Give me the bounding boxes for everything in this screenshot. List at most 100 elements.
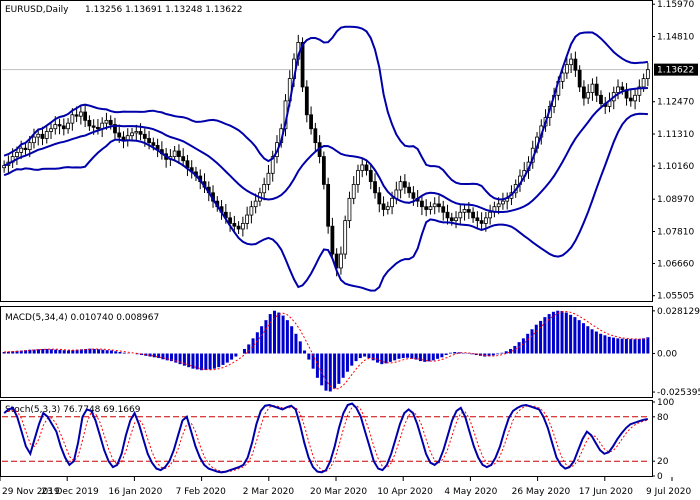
candle-body (113, 124, 117, 134)
price-tick-label: 1.14810 (657, 33, 694, 43)
candle-body (245, 214, 250, 224)
candle-body (49, 128, 53, 132)
candle-body (364, 164, 369, 171)
candle-body (360, 164, 365, 171)
candle-body (458, 211, 463, 219)
price-tick-label: 1.05505 (657, 292, 694, 302)
x-tick-label: 17 Jun 2020 (579, 487, 633, 497)
candle-body (381, 203, 386, 210)
price-tick-label: 1.07810 (657, 227, 694, 237)
candle-body (599, 94, 603, 105)
candle-body (501, 200, 505, 205)
x-tick-label: 26 May 2020 (512, 487, 571, 497)
candle-body (441, 206, 446, 213)
candle-body (343, 220, 348, 255)
candle-body (300, 41, 305, 88)
candle-body (645, 69, 650, 79)
candle-body (181, 156, 186, 162)
x-tick-label: 23 Dec 2019 (41, 487, 99, 497)
candle-body (411, 192, 416, 199)
price-ohlc: 1.13256 1.13691 1.13248 1.13622 (85, 5, 242, 15)
x-tick-label: 10 Apr 2020 (377, 487, 433, 497)
candle-body (356, 170, 360, 185)
candle-body (428, 206, 433, 210)
candle-body (641, 78, 646, 88)
candle-body (560, 72, 565, 82)
candle-body (309, 114, 313, 130)
candle-body (70, 114, 75, 124)
candle-body (347, 197, 352, 222)
candle-body (351, 184, 356, 199)
upper-band (3, 25, 649, 201)
candle-body (23, 147, 28, 151)
candle-body (125, 135, 130, 141)
candle-body (232, 223, 237, 227)
candle-body (466, 209, 471, 213)
candle-body (304, 86, 309, 116)
candle-body (253, 200, 258, 208)
candle-body (471, 211, 475, 219)
candle-body (373, 181, 377, 194)
candle-body (479, 220, 484, 224)
candle-body (74, 114, 79, 117)
price-tick-label: 1.10160 (657, 162, 694, 172)
stoch-k-line (3, 402, 648, 474)
price-tick-label: 1.12470 (657, 98, 694, 108)
candle-body (36, 133, 41, 138)
candle-body (240, 223, 245, 230)
candle-body (594, 83, 599, 96)
candle-body (138, 131, 143, 135)
candle-body (66, 122, 70, 130)
stoch-tick-label: 0 (657, 472, 663, 482)
candle-body (53, 124, 58, 130)
candle-body (462, 209, 467, 213)
candle-body (117, 132, 122, 138)
candle-body (432, 203, 437, 208)
candle-body (385, 206, 390, 210)
candle-body (121, 136, 126, 141)
candle-body (407, 186, 412, 194)
candle-body (483, 217, 488, 224)
x-tick-label: 29 Nov 2019 (2, 487, 60, 497)
candle-body (130, 132, 134, 137)
macd-header: MACD(5,34,4) 0.010740 0.008967 (5, 313, 159, 323)
candle-body (61, 125, 66, 130)
candle-body (628, 97, 633, 102)
candle-body (390, 197, 394, 208)
candle-body (270, 156, 275, 174)
x-tick-label: 7 Feb 2020 (176, 487, 227, 497)
candle-body (569, 58, 574, 66)
price-tick-label: 1.11310 (657, 130, 694, 140)
candle-body (475, 217, 480, 222)
stoch-header: Stoch(5,3,3) 76.7748 69.1669 (5, 405, 141, 415)
stoch-tick-label: 80 (657, 413, 669, 423)
x-tick-label: 2 Mar 2020 (243, 487, 295, 497)
x-tick-label: 9 Jul 2020 (646, 487, 691, 497)
candle-body (96, 126, 100, 130)
candle-body (339, 253, 343, 269)
candle-body (573, 58, 578, 71)
candle-body (330, 225, 335, 255)
lower-band (3, 112, 648, 292)
price-tick-label: 1.15970 (657, 0, 694, 10)
candle-body (40, 133, 45, 139)
stoch-d-line (4, 404, 648, 473)
candle-body (228, 217, 232, 224)
candle-body (377, 192, 382, 205)
candle-body (177, 150, 181, 157)
candle-body (488, 211, 493, 219)
candle-body (326, 184, 331, 227)
candle-body (142, 133, 147, 139)
candle-body (87, 119, 92, 127)
last-price-box (654, 63, 698, 76)
candle-body (449, 217, 454, 222)
candle-body (172, 150, 177, 157)
price-panel (0, 0, 653, 302)
candle-body (91, 125, 96, 128)
candle-body (262, 184, 267, 194)
candle-body (398, 181, 403, 191)
candle-body (590, 83, 595, 93)
candle-body (420, 200, 424, 208)
